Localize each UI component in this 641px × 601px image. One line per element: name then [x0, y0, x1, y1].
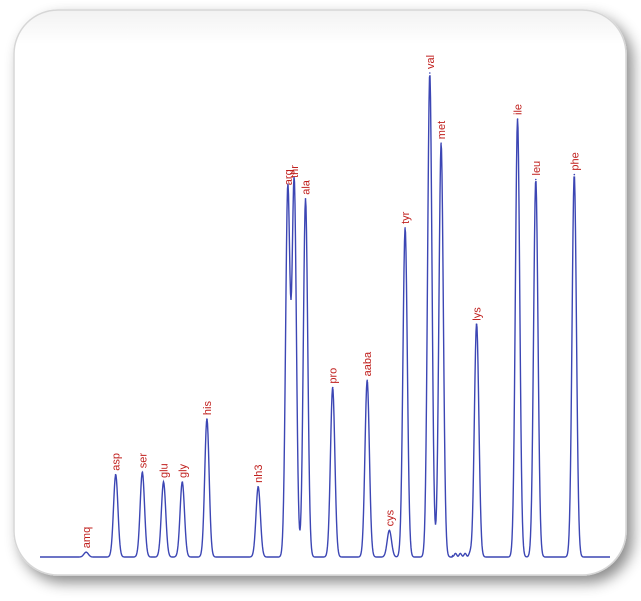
peak-label-leu: leu — [531, 161, 543, 176]
peak-label-cys: cys — [384, 509, 396, 526]
peak-label-his: his — [202, 401, 214, 416]
peak-label-pro: pro — [328, 368, 340, 384]
peak-val — [429, 72, 431, 74]
peak-cys — [388, 529, 391, 532]
peak-label-phe: phe — [569, 152, 581, 170]
peak-thr — [293, 181, 296, 183]
peak-label-ile: ile — [513, 104, 525, 115]
peak-phe — [573, 173, 576, 176]
peak-ser — [141, 471, 144, 474]
peak-nh3 — [257, 486, 260, 488]
peak-his — [206, 418, 208, 420]
peak-label-gly: gly — [177, 463, 189, 478]
peak-aaba — [366, 379, 369, 382]
peak-tyr — [404, 227, 406, 229]
peak-label-arg: arg — [283, 169, 295, 185]
peak-label-thr: thr — [289, 165, 301, 178]
peak-lys — [475, 323, 478, 326]
peak-label-val: val — [425, 55, 437, 69]
peak-label-amq: amq — [81, 527, 93, 548]
peak-label-aaba: aaba — [362, 351, 374, 376]
peak-arg — [287, 188, 289, 190]
chromatogram-trace — [40, 75, 610, 558]
peak-gly — [181, 481, 184, 483]
peak-label-asp: asp — [111, 453, 123, 471]
peak-pro — [331, 386, 334, 389]
chart-panel — [13, 9, 627, 576]
peak-amq — [85, 551, 87, 553]
peak-met — [440, 142, 442, 144]
peak-glu — [162, 481, 165, 483]
peak-label-lys: lys — [472, 307, 484, 321]
peak-label-nh3: nh3 — [253, 464, 265, 482]
peak-asp — [114, 473, 117, 476]
peak-label-ala: ala — [301, 179, 313, 195]
peak-ile — [516, 118, 519, 120]
peak-leu — [535, 178, 537, 181]
peak-label-tyr: tyr — [400, 211, 412, 224]
peak-ala — [304, 198, 307, 200]
peak-label-met: met — [436, 121, 448, 139]
peak-label-glu: glu — [159, 463, 171, 478]
peak-label-ser: ser — [137, 453, 149, 469]
